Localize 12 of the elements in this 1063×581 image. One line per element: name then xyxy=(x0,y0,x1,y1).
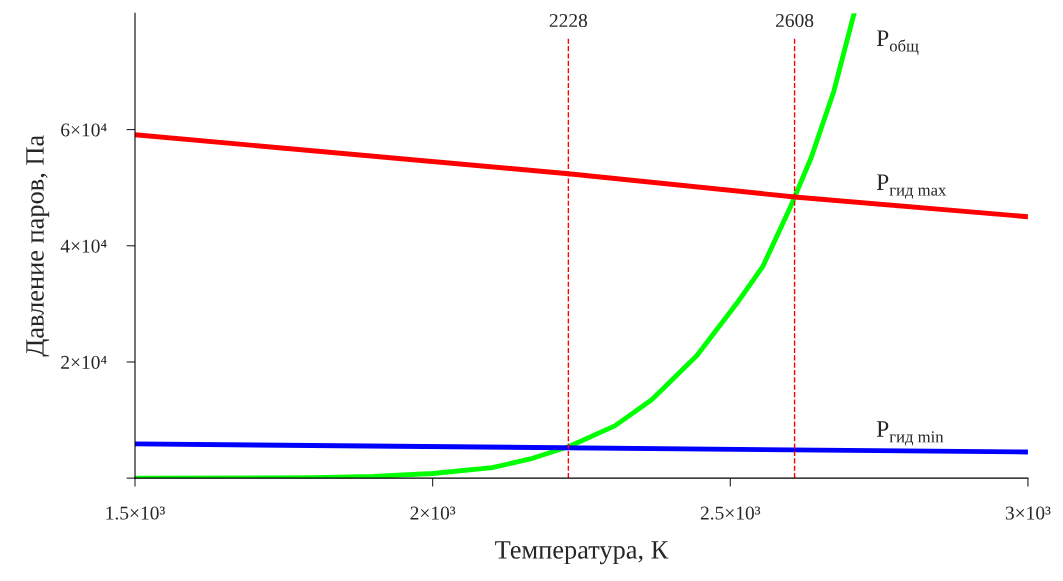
y-tick-label: 2×10⁴ xyxy=(61,355,107,369)
x-tick-label: 1.5×10³ xyxy=(106,506,165,520)
x-tick-label: 3×10³ xyxy=(1005,506,1051,520)
x-axis-title: Температура, К xyxy=(495,541,669,565)
y-tick-label: 6×10⁴ xyxy=(61,123,107,137)
ref-line-label: 2608 xyxy=(775,13,814,28)
x-tick-label: 2×10³ xyxy=(410,506,456,520)
y-tick-label: 4×10⁴ xyxy=(60,239,107,253)
y-axis-title: Давление паров, Па xyxy=(26,135,50,357)
series-label: Pгид max xyxy=(876,174,947,199)
ref-line-label: 2228 xyxy=(549,13,588,28)
x-tick-label: 2.5×10³ xyxy=(700,506,761,520)
